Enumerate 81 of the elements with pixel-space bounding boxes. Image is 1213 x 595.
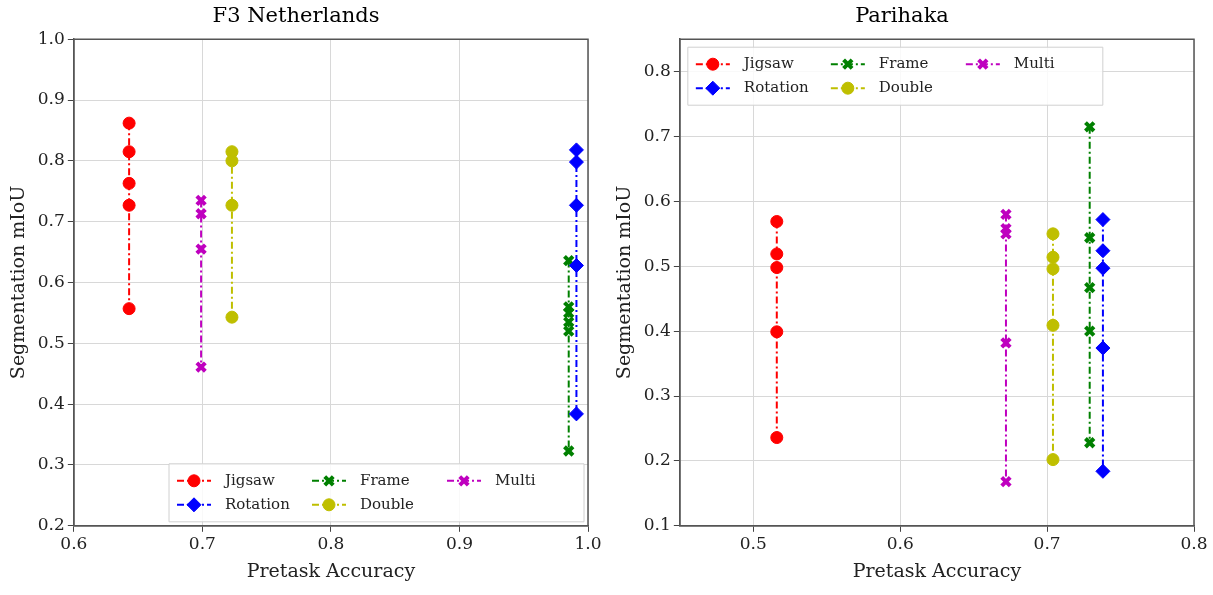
point <box>122 302 136 316</box>
point <box>1083 281 1096 294</box>
point <box>1046 453 1060 467</box>
legend-label: Frame <box>878 54 929 73</box>
x-tick-label: 0.9 <box>445 533 473 554</box>
point <box>225 154 239 168</box>
legend-label: Double <box>878 78 933 97</box>
y-tick-label: 0.3 <box>643 384 671 405</box>
x-tick-label: 0.8 <box>317 533 345 554</box>
y-axis-title: Segmentation mIoU <box>6 185 29 380</box>
point <box>194 360 208 374</box>
x-axis-title: Pretask Accuracy <box>246 558 416 581</box>
point <box>770 261 784 275</box>
point <box>999 336 1013 350</box>
point <box>1095 340 1111 356</box>
point <box>568 257 584 273</box>
point <box>1095 260 1111 276</box>
point <box>568 197 584 213</box>
y-tick-label: 0.7 <box>643 124 671 145</box>
legend-label: Multi <box>495 470 536 489</box>
y-tick-label: 0.1 <box>643 514 671 535</box>
legend-label: Multi <box>1013 54 1055 73</box>
chart-title: Parihaka <box>855 3 949 28</box>
point <box>1083 436 1096 449</box>
y-tick-label: 0.8 <box>643 60 671 81</box>
point <box>568 154 584 170</box>
x-axis-title: Pretask Accuracy <box>852 558 1022 581</box>
y-tick-label: 0.6 <box>643 189 671 210</box>
point <box>999 475 1013 488</box>
point <box>1083 120 1096 134</box>
y-tick-label: 1.0 <box>37 27 65 48</box>
point <box>225 198 239 212</box>
point <box>1083 324 1096 338</box>
point <box>1095 243 1111 259</box>
legend-label: Rotation <box>743 78 809 97</box>
point <box>1095 463 1111 479</box>
point <box>562 254 575 267</box>
legend-label: Jigsaw <box>223 470 276 489</box>
point <box>225 310 239 324</box>
y-tick-label: 0.5 <box>37 331 65 352</box>
point <box>122 116 136 130</box>
legend-label: Rotation <box>225 494 291 513</box>
y-tick-label: 0.2 <box>643 449 671 470</box>
point <box>1046 227 1060 241</box>
x-tick-label: 0.6 <box>886 533 914 554</box>
point <box>562 444 575 458</box>
point <box>1046 262 1060 276</box>
x-tick-label: 1.0 <box>574 533 602 554</box>
x-tick-label: 0.7 <box>1033 533 1061 554</box>
y-tick-label: 0.4 <box>643 319 671 340</box>
point <box>770 431 784 445</box>
point <box>1046 250 1060 264</box>
x-tick-label: 0.5 <box>739 533 767 554</box>
point <box>194 242 208 256</box>
y-axis-title: Segmentation mIoU <box>612 185 635 380</box>
y-tick-label: 0.7 <box>37 210 65 231</box>
y-tick-label: 0.6 <box>37 270 65 291</box>
y-tick-label: 0.5 <box>643 254 671 275</box>
y-tick-label: 0.8 <box>37 149 65 170</box>
x-tick-label: 0.8 <box>1180 533 1208 554</box>
point <box>122 176 136 190</box>
legend-label: Double <box>360 494 415 513</box>
point <box>568 406 584 422</box>
x-tick-label: 0.7 <box>188 533 216 554</box>
point <box>1046 318 1060 332</box>
point <box>770 325 784 339</box>
chart-title: F3 Netherlands <box>212 3 380 28</box>
legend-label: Jigsaw <box>741 54 794 73</box>
x-tick-label: 0.6 <box>60 533 88 554</box>
y-tick-label: 0.4 <box>37 392 65 413</box>
point <box>122 145 136 159</box>
point <box>770 215 784 229</box>
point <box>1095 212 1111 228</box>
legend-label: Frame <box>360 470 410 489</box>
point <box>1083 231 1096 244</box>
y-tick-label: 0.9 <box>37 88 65 109</box>
point <box>122 198 136 212</box>
point <box>770 247 784 261</box>
y-tick-label: 0.2 <box>37 514 65 535</box>
point <box>568 142 584 158</box>
y-tick-label: 0.3 <box>37 453 65 474</box>
